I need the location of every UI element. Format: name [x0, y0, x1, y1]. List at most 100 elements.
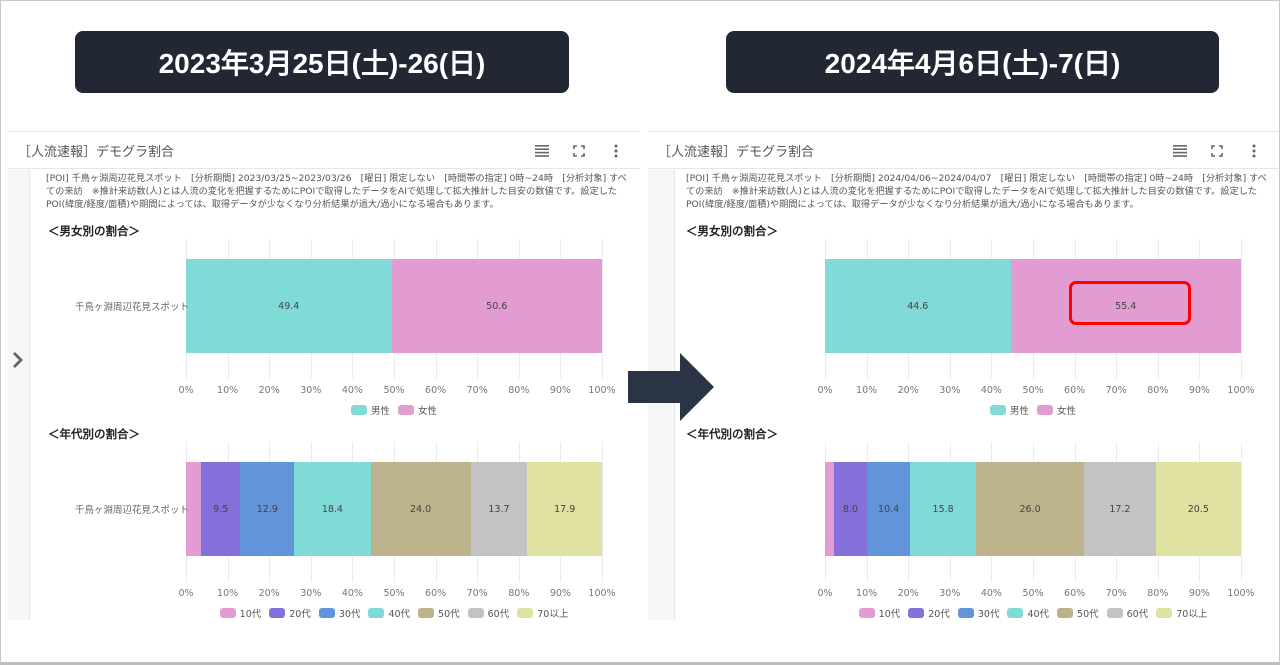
legend-swatch — [858, 608, 875, 618]
legend-label: 男性 — [370, 406, 390, 417]
legend-label: 30代 — [338, 609, 361, 620]
legend-item[interactable]: 40代 — [368, 606, 410, 620]
bar-segment[interactable]: 8.0 — [833, 462, 867, 556]
bar-segment[interactable]: 26.0 — [975, 462, 1085, 556]
x-tick-label: 40% — [341, 385, 363, 396]
legend-swatch — [1106, 608, 1123, 618]
bar-segment[interactable]: 55.4 — [1010, 259, 1241, 353]
x-tick-label: 100% — [588, 588, 616, 599]
bar-segment[interactable]: 15.8 — [910, 462, 976, 556]
bar-segment[interactable]: 24.0 — [370, 462, 471, 556]
x-tick-label: 80% — [1147, 385, 1169, 396]
legend-item[interactable]: 女性 — [1037, 403, 1076, 417]
fullscreen-icon[interactable] — [560, 132, 597, 169]
x-tick-label: 20% — [897, 385, 919, 396]
legend-item[interactable]: 女性 — [398, 403, 437, 417]
x-tick-label: 20% — [258, 385, 280, 396]
legend-item[interactable]: 30代 — [957, 606, 999, 620]
bar-segment[interactable]: 12.9 — [240, 462, 295, 556]
more-vertical-icon[interactable] — [597, 132, 634, 169]
x-tick-label: 70% — [466, 385, 488, 396]
stacked-bar[interactable]: 49.4 50.6 — [186, 259, 602, 353]
x-tick-label: 10% — [217, 385, 239, 396]
demographics-panel-2024: ［人流速報］デモグラ割合 [POI] 千鳥ヶ淵周辺花見スポット [分析期間] 2… — [75, 131, 1278, 620]
legend-label: 男性 — [1009, 406, 1029, 417]
x-tick-label: 60% — [1064, 385, 1086, 396]
legend-swatch — [957, 608, 974, 618]
x-tick-label: 50% — [1022, 588, 1044, 599]
chevron-right-icon[interactable] — [11, 351, 25, 369]
legend-item[interactable]: 70以上 — [1156, 606, 1207, 620]
legend-item[interactable]: 10代 — [858, 606, 900, 620]
x-tick-label: 40% — [980, 385, 1002, 396]
legend-item[interactable]: 男性 — [989, 403, 1029, 417]
legend-item[interactable]: 50代 — [418, 606, 460, 620]
legend-item[interactable]: 60代 — [467, 606, 510, 620]
stacked-bar[interactable]: 9.5 12.9 18.4 24.0 13.7 17.9 — [186, 462, 602, 556]
x-tick-label: 80% — [1147, 588, 1169, 599]
sidebar-collapsed — [8, 170, 30, 620]
bar-segment[interactable]: 17.2 — [1084, 462, 1156, 556]
legend-label: 60代 — [487, 609, 510, 620]
chart-legend: 10代 20代 30代 40代 50代 60代 70以上 — [825, 606, 1241, 620]
legend-swatch — [269, 608, 286, 618]
age-section-title: ＜年代別の割合＞ — [48, 427, 140, 441]
legend-label: 20代 — [289, 609, 311, 620]
legend-item[interactable]: 70以上 — [517, 606, 568, 620]
legend-item[interactable]: 30代 — [318, 606, 361, 620]
legend-swatch — [1156, 608, 1173, 618]
legend-label: 20代 — [928, 609, 950, 620]
bar-segment[interactable]: 20.5 — [1155, 462, 1241, 556]
bar-segment[interactable]: 18.4 — [294, 462, 371, 556]
legend-item[interactable]: 60代 — [1106, 606, 1149, 620]
grid-line — [602, 239, 603, 379]
stacked-bar[interactable]: 8.0 10.4 15.8 26.0 17.2 20.5 — [825, 462, 1241, 556]
bar-segment[interactable] — [186, 462, 201, 556]
legend-swatch — [1057, 608, 1074, 618]
bar-segment[interactable] — [825, 462, 834, 556]
x-tick-label: 10% — [856, 385, 878, 396]
x-tick-label: 90% — [1188, 385, 1210, 396]
x-tick-label: 30% — [300, 588, 322, 599]
bar-segment[interactable]: 49.4 — [186, 259, 392, 353]
legend-item[interactable]: 50代 — [1057, 606, 1099, 620]
x-tick-label: 10% — [217, 588, 239, 599]
bar-segment[interactable]: 9.5 — [200, 462, 241, 556]
x-tick-label: 20% — [258, 588, 280, 599]
legend-swatch — [1037, 405, 1053, 415]
more-vertical-icon[interactable] — [1235, 132, 1272, 169]
x-tick-label: 80% — [508, 588, 530, 599]
legend-item[interactable]: 40代 — [1007, 606, 1049, 620]
analysis-conditions-note: [POI] 千鳥ヶ淵周辺花見スポット [分析期間] 2024/04/06~202… — [686, 173, 1267, 210]
legend-swatch — [219, 608, 236, 618]
legend-swatch — [398, 405, 414, 415]
legend-label: 60代 — [1126, 609, 1149, 620]
legend-item[interactable]: 20代 — [908, 606, 950, 620]
x-tick-label: 30% — [939, 385, 961, 396]
legend-item[interactable]: 10代 — [219, 606, 261, 620]
stacked-bar[interactable]: 44.6 55.4 — [825, 259, 1241, 353]
menu-icon[interactable] — [1161, 132, 1198, 169]
bar-segment[interactable]: 50.6 — [391, 259, 602, 353]
x-tick-label: 60% — [425, 385, 447, 396]
fullscreen-icon[interactable] — [1198, 132, 1235, 169]
gender-section-title: ＜男女別の割合＞ — [686, 224, 778, 238]
bar-segment[interactable]: 10.4 — [867, 462, 911, 556]
x-tick-label: 90% — [549, 588, 571, 599]
panel-content: [POI] 千鳥ヶ淵周辺花見スポット [分析期間] 2024/04/06~202… — [686, 172, 1272, 211]
x-tick-label: 20% — [897, 588, 919, 599]
x-tick-label: 30% — [300, 385, 322, 396]
x-tick-label: 40% — [980, 588, 1002, 599]
legend-label: 70以上 — [537, 609, 569, 620]
bar-segment[interactable]: 17.9 — [527, 462, 602, 556]
legend-swatch — [989, 405, 1006, 415]
legend-item[interactable]: 男性 — [350, 403, 390, 417]
legend-label: 女性 — [418, 406, 438, 417]
bar-segment[interactable]: 44.6 — [825, 259, 1011, 353]
analysis-conditions-note: [POI] 千鳥ヶ淵周辺花見スポット [分析期間] 2023/03/25~202… — [46, 173, 627, 210]
bar-segment[interactable]: 13.7 — [470, 462, 528, 556]
legend-item[interactable]: 20代 — [269, 606, 311, 620]
legend-swatch — [467, 608, 484, 618]
panel-title: ［人流速報］デモグラ割合 — [18, 144, 175, 160]
menu-icon[interactable] — [523, 132, 560, 169]
